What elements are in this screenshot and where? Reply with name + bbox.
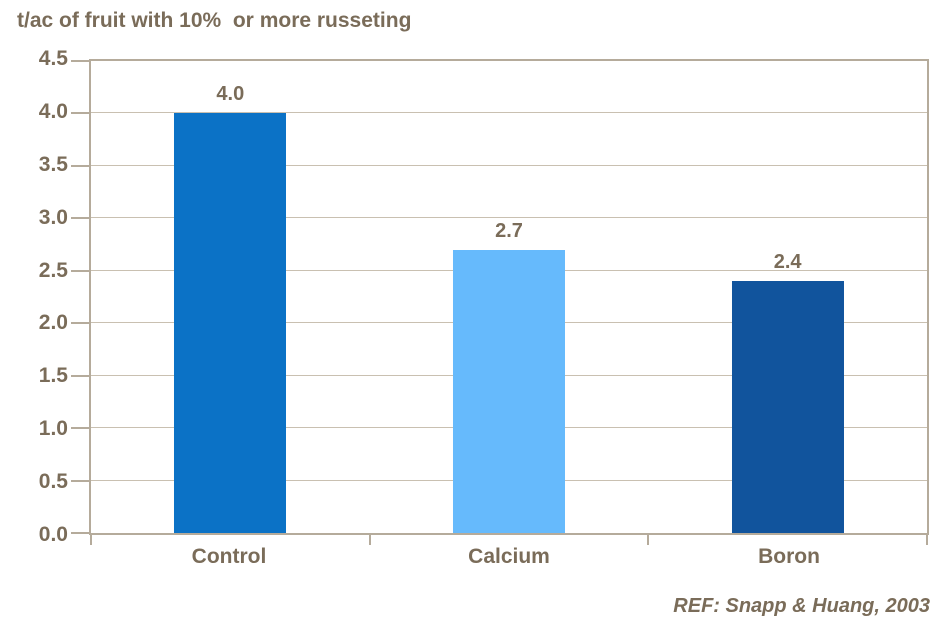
y-axis-labels: 0.0 0.5 1.0 1.5 2.0 2.5 3.0 3.5 4.0 4.5: [0, 47, 68, 546]
y-axis-tick-label: 1.5: [38, 364, 68, 388]
bar-boron: [731, 281, 844, 533]
y-axis-tick: [71, 112, 89, 115]
y-axis-tick: [71, 322, 89, 325]
y-axis-tick-label: 2.5: [38, 258, 68, 282]
y-axis-tick-label: 4.5: [38, 47, 68, 70]
y-axis-tick-label: 3.5: [38, 152, 68, 176]
y-axis-tick: [71, 164, 89, 167]
bar-control: [174, 113, 287, 533]
y-axis-tick: [71, 217, 89, 220]
bar-value-label: 2.7: [495, 219, 523, 242]
x-axis-category-label: Boron: [758, 545, 820, 568]
x-axis-tick: [647, 535, 650, 545]
y-axis-tick-label: 0.0: [38, 523, 68, 546]
y-axis-tick: [71, 60, 89, 62]
x-axis-tick: [368, 535, 371, 545]
bar-value-label: 2.4: [773, 251, 802, 274]
y-axis-tick-label: 2.0: [38, 311, 68, 335]
reference-text: REF: Snapp & Huang, 2003: [673, 595, 930, 617]
x-axis-category-label: Control: [191, 545, 267, 568]
y-axis-tick: [71, 479, 89, 482]
y-axis-tick-label: 3.0: [38, 205, 68, 229]
y-axis-tick: [71, 427, 89, 430]
chart-title: t/ac of fruit with 10% or more russeting: [17, 9, 412, 32]
plot-area: 4.0 2.7 2.4: [71, 59, 929, 545]
gridline: [91, 112, 927, 114]
x-axis-labels: Control Calcium Boron: [89, 545, 929, 575]
y-axis-tick: [71, 374, 89, 377]
gridline: [91, 217, 927, 219]
gridline: [91, 164, 927, 166]
y-axis-tick-label: 1.0: [38, 417, 68, 441]
y-axis-tick: [71, 269, 89, 272]
bar-value-label: 4.0: [216, 83, 245, 106]
bar-calcium: [452, 249, 566, 533]
y-axis-tick-label: 0.5: [38, 470, 68, 494]
y-axis-tick-label: 4.0: [38, 99, 68, 123]
y-axis-tick: [71, 532, 89, 534]
x-axis-category-label: Calcium: [468, 545, 550, 568]
x-axis-tick: [90, 535, 92, 545]
x-axis-tick: [926, 535, 928, 545]
